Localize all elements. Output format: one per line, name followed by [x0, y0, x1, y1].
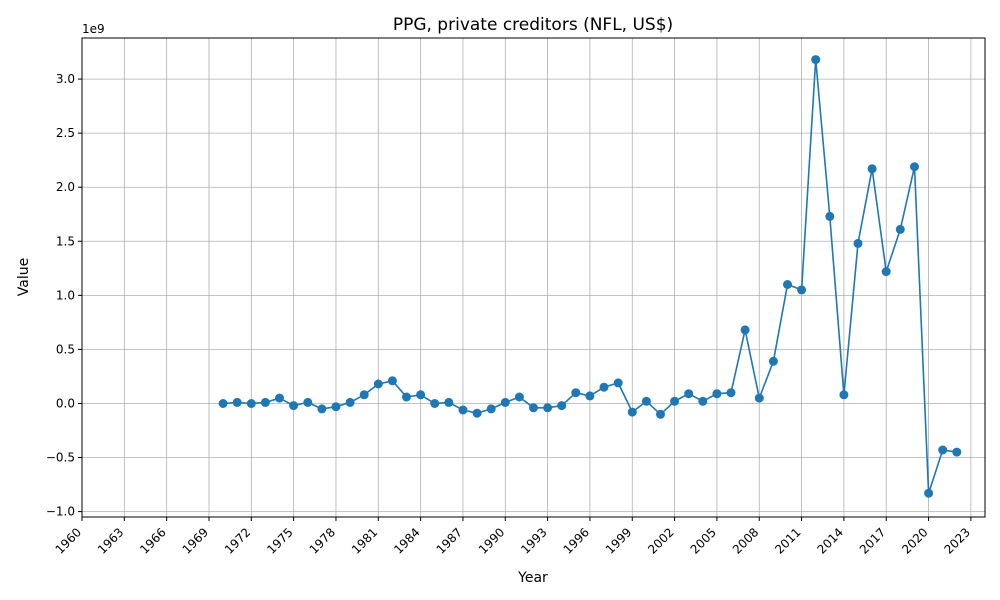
data-point — [289, 401, 299, 411]
data-point — [331, 402, 341, 412]
x-tick-label: 1999 — [603, 525, 634, 556]
data-point — [924, 488, 934, 498]
y-axis-label: Value — [16, 258, 32, 296]
y-tick-label: 2.0 — [56, 180, 75, 194]
data-point — [402, 392, 411, 402]
grid — [81, 38, 985, 517]
data-point — [514, 392, 524, 402]
data-point — [853, 238, 863, 248]
x-tick-label: 1984 — [391, 525, 422, 556]
data-point — [698, 396, 708, 406]
data-point — [712, 389, 722, 399]
data-point — [317, 404, 327, 414]
data-point — [599, 382, 609, 392]
y-tick-label: 0.0 — [56, 396, 75, 410]
chart-title: PPG, private creditors (NFL, US$) — [393, 15, 673, 35]
data-point — [768, 356, 778, 366]
data-point — [811, 55, 821, 65]
data-point — [867, 164, 877, 174]
data-point — [529, 403, 538, 413]
data-point — [359, 390, 369, 400]
x-tick-label: 1966 — [137, 525, 168, 556]
x-axis: 1960 1963 1966 1969 1972 1975 1978 1981 1984 1987… — [53, 517, 973, 557]
data-points — [218, 55, 962, 498]
data-point — [952, 447, 962, 457]
x-tick-label: 2020 — [899, 525, 930, 556]
data-point — [472, 408, 482, 418]
x-tick-label: 2002 — [645, 525, 676, 556]
data-point — [246, 399, 256, 408]
x-tick-label: 1972 — [222, 525, 253, 556]
data-point — [881, 267, 891, 277]
data-point — [218, 399, 228, 408]
data-point — [557, 401, 567, 411]
y-tick-label: 1.0 — [56, 288, 75, 302]
data-point — [585, 391, 595, 401]
y-tick-label: 2.5 — [56, 126, 75, 140]
y-tick-label: 3.0 — [56, 72, 75, 86]
x-tick-label: 1987 — [434, 525, 465, 556]
x-tick-label: 1975 — [264, 525, 295, 556]
x-tick-label: 2014 — [815, 525, 846, 556]
y-tick-label: −0.5 — [46, 451, 75, 465]
data-point — [670, 396, 680, 406]
x-tick-label: 1963 — [95, 525, 126, 556]
data-point — [613, 378, 623, 388]
y-axis: −1.0 −0.5 0.0 0.5 1.0 1.5 2.0 2.5 3.0 — [46, 72, 82, 519]
x-tick-label: 2011 — [772, 525, 803, 556]
y-tick-label: 0.5 — [56, 342, 75, 356]
data-point — [656, 409, 665, 419]
data-point — [458, 405, 468, 415]
x-tick-label: 1996 — [561, 525, 592, 556]
plot-area-frame — [81, 37, 986, 518]
data-point — [303, 397, 313, 407]
data-point — [260, 397, 270, 407]
data-point — [754, 393, 764, 403]
y-offset-label: 1e9 — [82, 22, 105, 36]
data-point — [373, 379, 383, 389]
data-point — [500, 397, 510, 407]
data-point — [430, 399, 440, 408]
data-point — [543, 403, 553, 413]
data-point — [839, 390, 849, 400]
data-point — [684, 389, 694, 399]
x-tick-label: 2005 — [688, 525, 719, 556]
data-point — [627, 407, 637, 417]
x-tick-label: 1960 — [53, 525, 84, 556]
data-point — [797, 285, 807, 295]
data-point — [416, 390, 426, 400]
x-tick-label: 1990 — [476, 525, 507, 556]
x-tick-label: 2023 — [942, 525, 973, 556]
data-point — [232, 397, 242, 407]
data-point — [275, 393, 284, 403]
data-point — [726, 388, 736, 398]
x-tick-label: 1978 — [307, 525, 338, 556]
data-point — [910, 162, 919, 172]
data-point — [571, 388, 581, 398]
data-point — [895, 224, 905, 234]
data-point — [444, 397, 454, 407]
data-point — [345, 397, 355, 407]
data-point — [783, 280, 792, 289]
x-tick-label: 1969 — [180, 525, 211, 556]
data-point — [825, 211, 835, 221]
data-point — [938, 445, 948, 455]
x-tick-label: 2008 — [730, 525, 761, 556]
data-point — [387, 376, 397, 386]
x-axis-label: Year — [517, 570, 548, 586]
x-tick-label: 2017 — [857, 525, 888, 556]
x-tick-label: 1981 — [349, 525, 380, 556]
data-point — [641, 396, 651, 406]
data-point — [740, 325, 750, 335]
x-tick-label: 1993 — [518, 525, 549, 556]
data-point — [486, 404, 496, 414]
y-tick-label: −1.0 — [46, 505, 75, 519]
y-tick-label: 1.5 — [56, 234, 75, 248]
